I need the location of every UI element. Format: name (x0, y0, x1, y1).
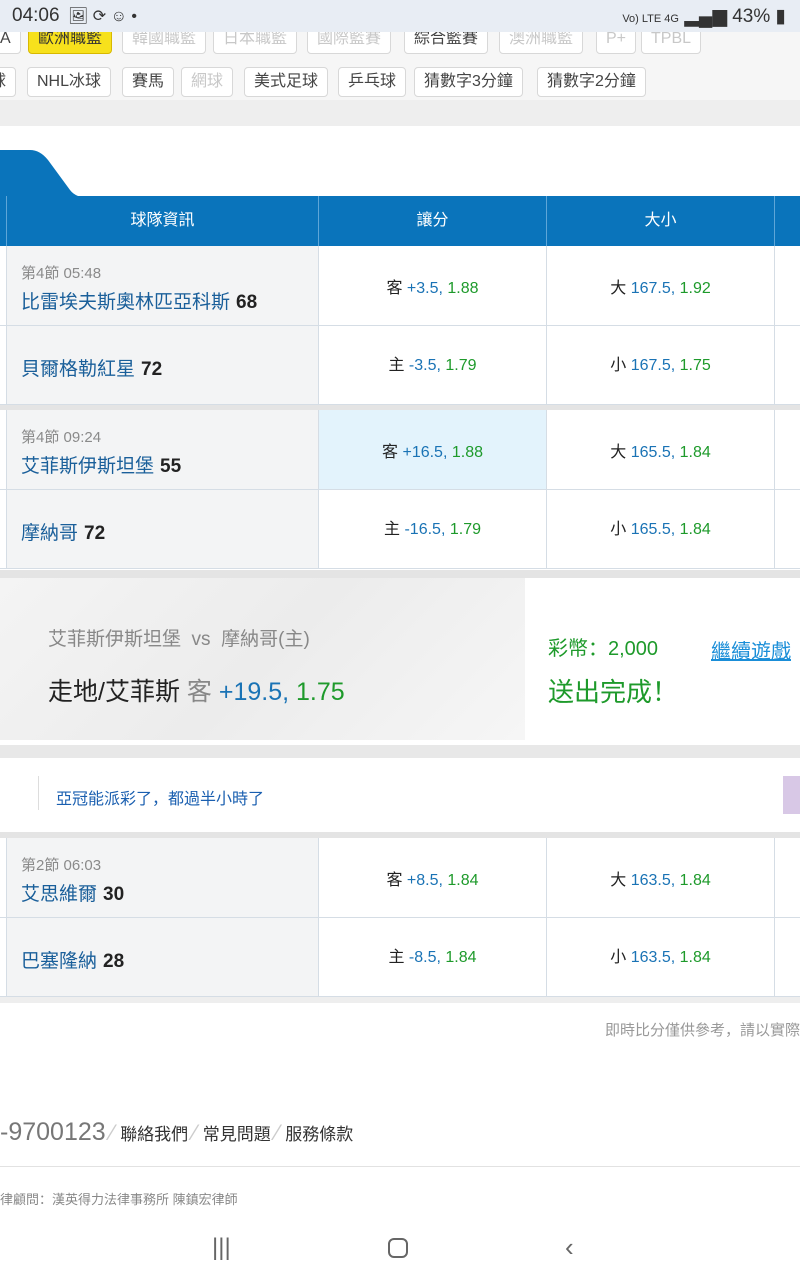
team-score: 72 (141, 359, 163, 380)
table-header: 球隊資訊 讓分 大小 (0, 196, 800, 246)
team-name[interactable]: 摩納哥 (21, 523, 79, 544)
home-icon[interactable] (388, 1238, 408, 1258)
team-score: 55 (160, 456, 182, 477)
category-tags: A歐洲職籃韓國職籃日本職籃國際籃賽綜合籃賽澳洲職籃P+TPBL球NHL冰球賽馬網… (0, 20, 800, 100)
tag-3[interactable]: 網球 (181, 67, 234, 97)
tag-6[interactable]: 猜數字3分鐘 (414, 67, 523, 97)
tag-1[interactable]: NHL冰球 (27, 67, 112, 97)
phone-number: -9700123 (0, 1118, 106, 1146)
team-name[interactable]: 艾思維爾 (21, 884, 98, 905)
col-extra (774, 196, 800, 246)
faq-link[interactable]: 常見問題 (202, 1125, 271, 1144)
tag-7[interactable]: 猜數字2分鐘 (537, 67, 646, 97)
bet-coins: 彩幣：2,000 (548, 638, 659, 660)
scroll-top-button[interactable] (783, 776, 800, 814)
back-icon[interactable]: ‹ (565, 1232, 574, 1262)
team-name[interactable]: 巴塞隆納 (21, 951, 98, 972)
bet-pick: 走地/艾菲斯 (48, 678, 180, 706)
status-bar: 04:06 🖼 ⟳ ☺ • Vo) LTE 4G ▂▄▆ 43% ▮ (0, 0, 800, 32)
extra-cell (774, 410, 800, 489)
section-tab (0, 150, 90, 198)
team-cell: 巴塞隆納 28 (6, 918, 318, 996)
col-team: 球隊資訊 (6, 196, 318, 246)
extra-cell (774, 326, 800, 404)
contact-link[interactable]: 聯絡我們 (120, 1125, 189, 1144)
game-row: 貝爾格勒紅星 72 主 -3.5, 1.79 小 167.5, 1.75 (0, 326, 800, 405)
bet-matchup: 艾菲斯伊斯坦堡 vs 摩納哥(主) (48, 629, 310, 650)
handicap-odds-button[interactable]: 主 -8.5, 1.84 (318, 918, 546, 996)
team-name[interactable]: 貝爾格勒紅星 (21, 359, 136, 380)
battery-icon: ▮ (775, 6, 786, 27)
over-under-odds-button[interactable]: 小 165.5, 1.84 (546, 490, 774, 568)
handicap-odds-button[interactable]: 客 +16.5, 1.88 (318, 410, 546, 489)
over-under-odds-button[interactable]: 小 167.5, 1.75 (546, 326, 774, 404)
over-under-odds-button[interactable]: 大 165.5, 1.84 (546, 410, 774, 489)
battery-level: 43% (732, 6, 771, 27)
divider (0, 997, 800, 1003)
game-row: 摩納哥 72 主 -16.5, 1.79 小 165.5, 1.84 (0, 490, 800, 569)
extra-cell (774, 246, 800, 325)
team-name[interactable]: 比雷埃夫斯奧林匹亞科斯 (21, 292, 231, 313)
divider (0, 405, 800, 410)
team-name[interactable]: 艾菲斯伊斯坦堡 (21, 456, 155, 477)
tag-5[interactable]: 乒乓球 (338, 67, 407, 97)
game-row: 第4節 09:24 艾菲斯伊斯坦堡 55 客 +16.5, 1.88 大 165.5… (0, 410, 800, 490)
team-cell: 摩納哥 72 (6, 490, 318, 568)
bet-odds: 1.75 (296, 678, 345, 706)
handicap-odds-button[interactable]: 客 +3.5, 1.88 (318, 246, 546, 325)
over-under-odds-button[interactable]: 大 163.5, 1.84 (546, 838, 774, 917)
game-row: 第2節 06:03 艾思維爾 30 客 +8.5, 1.84 大 163.5, 1.… (0, 838, 800, 918)
comment-text[interactable]: 亞冠能派彩了，都過半小時了 (56, 791, 265, 808)
tag-2[interactable]: 賽馬 (122, 67, 175, 97)
network-icon: Vo) LTE 4G (622, 13, 679, 25)
divider (0, 570, 800, 578)
game-period: 第2節 06:03 (21, 857, 102, 874)
over-under-odds-button[interactable]: 小 163.5, 1.84 (546, 918, 774, 996)
handicap-odds-button[interactable]: 主 -3.5, 1.79 (318, 326, 546, 404)
bet-status: 送出完成！ (548, 677, 679, 707)
terms-link[interactable]: 服務條款 (285, 1125, 354, 1144)
extra-cell (774, 490, 800, 568)
tag-4[interactable]: 美式足球 (244, 67, 329, 97)
game-period: 第4節 05:48 (21, 265, 102, 282)
notification-icons: 🖼 ⟳ ☺ • (68, 8, 137, 25)
team-cell: 第4節 09:24 艾菲斯伊斯坦堡 55 (6, 410, 318, 489)
continue-game-link[interactable]: 繼續遊戲 (711, 641, 791, 663)
signal-icon: ▂▄▆ (684, 6, 727, 27)
handicap-odds-button[interactable]: 客 +8.5, 1.84 (318, 838, 546, 917)
team-cell: 第4節 05:48 比雷埃夫斯奧林匹亞科斯 68 (6, 246, 318, 325)
divider (0, 832, 800, 838)
col-handicap: 讓分 (318, 196, 546, 246)
handicap-odds-button[interactable]: 主 -16.5, 1.79 (318, 490, 546, 568)
footer-links: -9700123 ⁄ 聯絡我們 ⁄ 常見問題 ⁄ 服務條款 (0, 1118, 354, 1146)
game-row: 第4節 05:48 比雷埃夫斯奧林匹亞科斯 68 客 +3.5, 1.88 大 16… (0, 246, 800, 326)
recent-apps-icon[interactable]: ||| (212, 1234, 231, 1261)
bet-confirmation: 艾菲斯伊斯坦堡 vs 摩納哥(主) 走地/艾菲斯 客 +19.5, 1.75 (0, 578, 525, 740)
extra-cell (774, 838, 800, 917)
team-score: 68 (236, 292, 258, 313)
divider (0, 100, 800, 126)
team-score: 72 (84, 523, 106, 544)
disclaimer: 即時比分僅供參考，請以實際 (604, 1022, 800, 1039)
bet-side: 客 (186, 678, 212, 706)
over-under-odds-button[interactable]: 大 167.5, 1.92 (546, 246, 774, 325)
team-cell: 貝爾格勒紅星 72 (6, 326, 318, 404)
divider (0, 745, 800, 758)
legal-text: 律顧問：漢英得力法律事務所 陳鎮宏律師 (0, 1192, 238, 1207)
status-time: 04:06 (12, 5, 60, 26)
game-row: 巴塞隆納 28 主 -8.5, 1.84 小 163.5, 1.84 (0, 918, 800, 997)
team-cell: 第2節 06:03 艾思維爾 30 (6, 838, 318, 917)
extra-cell (774, 918, 800, 996)
col-over-under: 大小 (546, 196, 774, 246)
team-score: 30 (103, 884, 125, 905)
game-period: 第4節 09:24 (21, 429, 102, 446)
bet-line: +19.5, (218, 678, 290, 706)
tag-0[interactable]: 球 (0, 67, 17, 97)
team-score: 28 (103, 951, 125, 972)
